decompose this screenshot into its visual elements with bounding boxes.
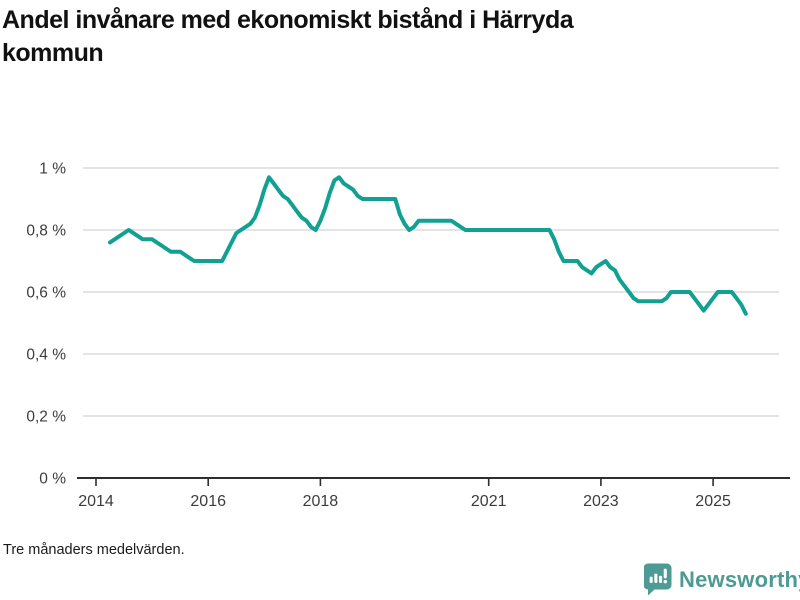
svg-text:2016: 2016 <box>190 493 226 510</box>
svg-text:2025: 2025 <box>695 493 731 510</box>
svg-text:0,6 %: 0,6 % <box>26 285 66 302</box>
svg-text:2018: 2018 <box>303 493 339 510</box>
x-axis-labels: 2014 2016 2018 2021 2023 2025 <box>78 478 731 510</box>
svg-text:0,4 %: 0,4 % <box>26 347 66 364</box>
svg-text:0,2 %: 0,2 % <box>26 409 66 426</box>
data-line <box>108 175 748 316</box>
newsworthy-wordmark: Newsworthy <box>679 566 800 592</box>
y-axis-labels: 0 % 0,2 % 0,4 % 0,6 % 0,8 % 1 % <box>26 161 66 488</box>
svg-text:2021: 2021 <box>471 493 507 510</box>
gridlines <box>83 167 779 417</box>
svg-text:0 %: 0 % <box>39 471 66 488</box>
chart-title: Andel invånare med ekonomiskt bistånd i … <box>2 6 574 67</box>
chart-footnote: Tre månaders medelvärden. <box>3 542 185 558</box>
svg-text:2014: 2014 <box>78 493 114 510</box>
newsworthy-icon <box>644 563 672 596</box>
svg-text:1 %: 1 % <box>39 161 66 178</box>
svg-text:2023: 2023 <box>583 493 619 510</box>
newsworthy-logo: Newsworthy <box>644 563 800 596</box>
svg-text:0,8 %: 0,8 % <box>26 223 66 240</box>
